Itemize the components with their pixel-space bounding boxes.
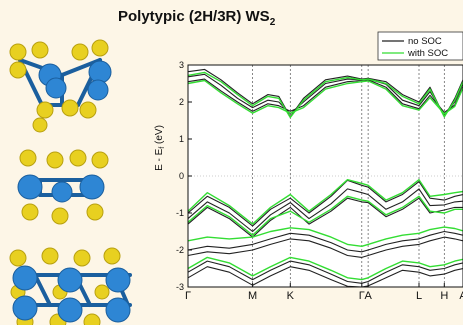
band-with-soc-2 <box>187 179 463 225</box>
figure-title: Polytypic (2H/3R) WS2 <box>118 8 276 28</box>
y-tick-label: 0 <box>179 171 184 181</box>
y-tick-label: -2 <box>176 245 184 255</box>
y-tick-label: -3 <box>176 282 184 292</box>
ws2-monolayer-view <box>17 149 109 225</box>
x-tick-label: M <box>248 290 257 302</box>
band-no-soc-5 <box>187 197 463 238</box>
band-with-soc-0 <box>187 71 463 119</box>
band-no-soc-6 <box>187 230 463 253</box>
band-with-soc-3 <box>187 195 463 236</box>
band-no-soc-7 <box>187 236 463 258</box>
y-tick-label: 2 <box>179 97 184 107</box>
legend-label: with SOC <box>407 48 448 59</box>
x-tick-label: A <box>459 290 463 302</box>
ws2-2h-side-view <box>9 39 112 133</box>
band-no-soc-1 <box>187 73 463 116</box>
band-no-soc-4 <box>187 188 463 233</box>
band-no-soc-2 <box>187 78 463 113</box>
band-with-soc-1 <box>187 79 463 115</box>
x-tick-label: L <box>416 290 422 302</box>
legend-label: no SOC <box>408 36 442 47</box>
y-tick-label: 3 <box>179 60 184 70</box>
legend-box <box>377 31 463 61</box>
y-tick-label: 1 <box>179 134 184 144</box>
x-tick-label: Γ <box>359 290 365 302</box>
crystal-structures-panel <box>9 39 132 325</box>
x-tick-label: A <box>364 290 372 302</box>
y-axis-label: E - Ef (eV) <box>154 125 166 171</box>
band-with-soc-5 <box>187 256 463 281</box>
band-with-soc-4 <box>187 226 463 247</box>
band-no-soc-8 <box>187 260 463 284</box>
x-tick-label: H <box>440 290 448 302</box>
x-tick-label: Γ <box>185 290 191 302</box>
x-tick-label: K <box>287 290 295 302</box>
ws2-3r-stack-view <box>9 247 132 325</box>
y-tick-label: -1 <box>176 208 184 218</box>
band-no-soc-3 <box>187 179 463 227</box>
band-no-soc-0 <box>187 68 463 118</box>
